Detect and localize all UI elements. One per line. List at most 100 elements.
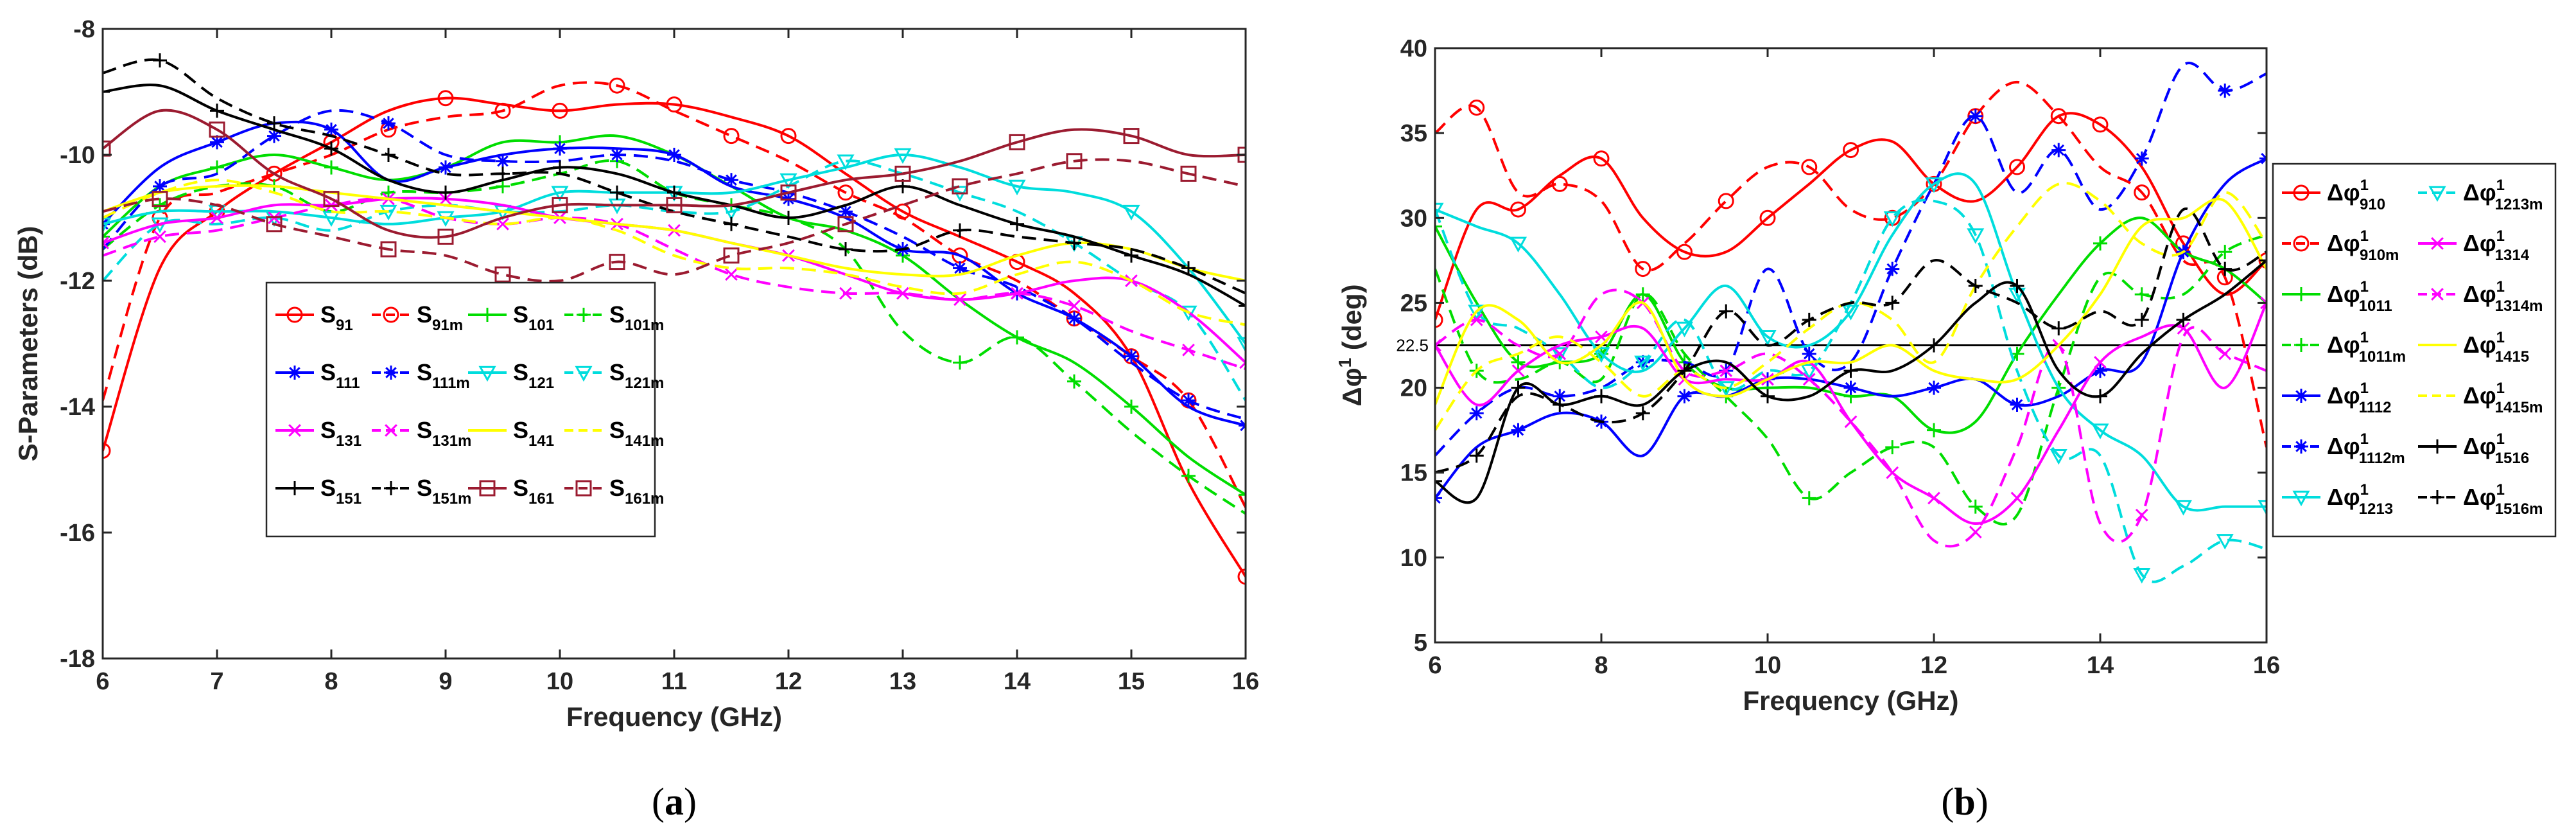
data-point-S111m (496, 154, 510, 168)
data-point-S161 (437, 228, 454, 245)
data-point-S151 (439, 185, 453, 200)
data-point-Δφ910m (1718, 193, 1734, 209)
x-tick-label: 10 (546, 668, 573, 695)
data-point-Δφ1314 (2260, 296, 2267, 310)
data-point-Δφ1213m (2216, 534, 2234, 550)
data-point-Δφ910 (1676, 243, 1693, 260)
legend-label-sup: 1 (2360, 430, 2369, 448)
data-point-S121 (551, 186, 569, 202)
data-point-S121 (894, 148, 912, 164)
data-point-S131m (725, 268, 738, 281)
data-point-S101m (1067, 374, 1081, 389)
legend-label-sup: 1 (2496, 481, 2505, 499)
data-point-S111m (153, 179, 167, 193)
data-point-S111 (1124, 349, 1138, 364)
legend-label-base: S (513, 301, 528, 328)
legend-box (2272, 163, 2557, 538)
y-tick-label: 35 (1400, 120, 1427, 147)
legend-label: S161 (513, 475, 554, 508)
legend-label-base: Δφ (2463, 179, 2496, 206)
data-point-Δφ1516m (1885, 296, 1900, 310)
data-point-S121m (837, 154, 855, 170)
data-point-S151 (1010, 216, 1024, 231)
legend-label-base: Δφ (2327, 281, 2360, 307)
data-point-S161 (209, 121, 225, 138)
legend-label-base: S (513, 475, 528, 501)
legend-label-sup: 1 (2496, 278, 2505, 296)
legend-marker (2294, 338, 2308, 352)
x-tick-label: 13 (889, 668, 916, 695)
data-point-Δφ1314m (1719, 364, 1733, 378)
data-point-S101m (953, 355, 967, 370)
data-point-S161 (323, 191, 340, 208)
data-point-Δφ1314m (2218, 347, 2232, 360)
legend-label-sub: 121m (625, 375, 664, 392)
legend-label: S141 (513, 417, 554, 450)
y-axis-title: S-Parameters (dB) (13, 226, 43, 461)
series-line-Δφ1112m (1435, 62, 2267, 457)
data-point-Δφ1516 (1435, 473, 1442, 488)
legend-label-sub: 1011 (2359, 297, 2392, 315)
data-point-Δφ910m (2050, 108, 2067, 125)
legend-label-sup: 1 (2360, 329, 2369, 346)
data-point-Δφ1516m (2134, 312, 2149, 327)
y-tick-label: 40 (1400, 35, 1427, 62)
data-point-Δφ1213m (1967, 228, 1985, 244)
data-point-S151 (553, 160, 567, 175)
data-point-S161 (1009, 134, 1025, 150)
legend-label-sub: 151 (336, 490, 361, 508)
data-point-Δφ910 (1843, 142, 1859, 159)
data-point-S151 (210, 103, 224, 118)
data-point-Δφ1516m (1719, 304, 1734, 319)
legend-label-sup: 1 (2496, 227, 2505, 245)
legend-marker (2294, 389, 2308, 403)
data-point-Δφ1516m (1635, 406, 1650, 421)
series-line-Δφ1213m (1435, 199, 2267, 583)
series-line-Δφ1314 (1435, 302, 2267, 525)
data-point-Δφ1112m (1885, 261, 1900, 276)
legend-marker (577, 308, 591, 322)
data-point-Δφ1112 (1927, 380, 1941, 395)
data-point-S151 (103, 85, 110, 99)
data-point-Δφ910 (1435, 312, 1443, 328)
data-point-Δφ1213 (1925, 177, 1943, 193)
legend-label: Δφ1 1516m (2463, 481, 2543, 518)
legend-label: S161m (609, 475, 664, 508)
legend-label: S101 (513, 301, 554, 334)
legend-label-sub: 111m (432, 375, 470, 392)
legend-marker (384, 481, 398, 495)
legend-label: Δφ1 1415m (2463, 380, 2543, 416)
data-point-S151m (381, 148, 396, 162)
legend-label: S121m (609, 359, 664, 392)
legend-label-base: Δφ (2327, 484, 2360, 510)
data-point-S111 (553, 141, 567, 156)
series-line-S151m (103, 58, 1246, 295)
legend-label-sup: 1 (2496, 177, 2505, 194)
data-point-Δφ1213m (1883, 211, 1901, 227)
legend-entry-S91: S91 (275, 301, 353, 334)
data-point-S91m (609, 77, 625, 94)
legend-label-sub: 1112m (2359, 450, 2405, 467)
legend-entry-S131: S131 (275, 417, 361, 450)
legend-label-base: S (320, 475, 336, 501)
legend-entry-Δφ1314m: Δφ1 1314m (2418, 278, 2543, 315)
data-point-S91 (552, 102, 568, 119)
data-point-Δφ1314m (1802, 373, 1816, 386)
data-point-S131m (496, 217, 509, 231)
data-point-Δφ1314m (1886, 466, 1899, 479)
legend-marker (2294, 439, 2308, 454)
series-group (103, 53, 1246, 585)
data-point-S161m (723, 247, 740, 264)
data-point-Δφ1011m (2134, 287, 2149, 302)
legend-entry-Δφ1516: Δφ1 1516 (2418, 430, 2529, 467)
legend-marker (2294, 287, 2308, 301)
legend-marker (286, 306, 303, 323)
legend-label-base: S (320, 301, 336, 328)
data-point-Δφ910 (2009, 159, 2025, 175)
data-point-S161m (952, 178, 968, 195)
data-point-Δφ1516m (2218, 261, 2232, 276)
legend-marker (478, 366, 496, 382)
data-point-Δφ1112m (2051, 143, 2066, 157)
